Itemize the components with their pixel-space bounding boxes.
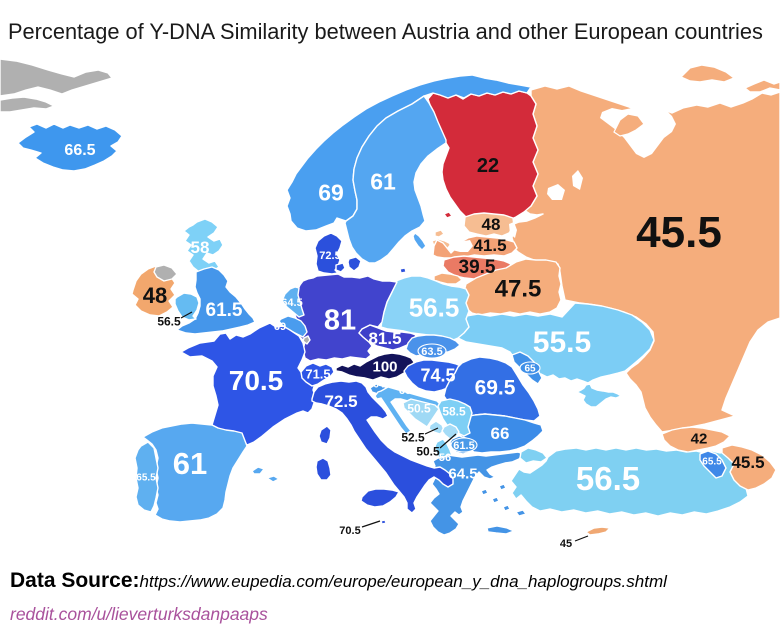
svg-text:61.5: 61.5 [206,300,243,321]
svg-text:41.5: 41.5 [473,236,506,255]
svg-text:47.5: 47.5 [495,276,542,303]
svg-text:56.5: 56.5 [157,314,181,328]
svg-text:64.5: 64.5 [281,297,302,309]
svg-text:100: 100 [372,358,397,375]
svg-text:50.5: 50.5 [407,401,431,415]
svg-text:69.5: 69.5 [475,377,516,400]
svg-text:50.5: 50.5 [416,444,440,458]
svg-text:71.5: 71.5 [305,367,330,382]
svg-text:81: 81 [324,304,356,336]
svg-text:74.5: 74.5 [420,365,455,385]
svg-text:52.5: 52.5 [401,430,425,444]
svg-text:22: 22 [477,155,499,177]
svg-text:42: 42 [691,430,708,447]
svg-text:56.5: 56.5 [409,292,460,322]
svg-text:66: 66 [491,424,510,443]
svg-text:48: 48 [143,283,167,308]
svg-text:61.5: 61.5 [453,440,474,452]
svg-text:63.5: 63.5 [421,346,442,358]
svg-text:72.5: 72.5 [324,392,357,411]
svg-text:60: 60 [399,385,411,397]
svg-text:61: 61 [370,168,396,194]
svg-text:45.5: 45.5 [636,208,722,257]
svg-text:56: 56 [439,452,451,464]
svg-text:56.5: 56.5 [576,460,640,497]
svg-text:65.5: 65.5 [136,473,156,484]
svg-text:64.5: 64.5 [448,465,477,482]
svg-text:64.5: 64.5 [373,380,393,391]
svg-text:45: 45 [560,538,572,550]
svg-text:66.5: 66.5 [64,142,95,159]
svg-text:81.5: 81.5 [368,329,401,348]
svg-text:70.5: 70.5 [339,525,360,537]
svg-text:58: 58 [191,238,210,257]
svg-text:65.5: 65.5 [702,457,722,468]
svg-text:58.5: 58.5 [442,404,466,418]
svg-text:70.5: 70.5 [229,365,284,396]
svg-text:65: 65 [524,364,536,375]
svg-text:39.5: 39.5 [459,257,496,278]
svg-text:69: 69 [274,321,286,333]
svg-text:61: 61 [173,446,207,481]
svg-text:72.5: 72.5 [319,250,340,262]
svg-text:45.5: 45.5 [731,453,764,472]
svg-text:69: 69 [318,179,344,205]
svg-text:48: 48 [482,215,501,234]
svg-text:55.5: 55.5 [533,326,591,359]
